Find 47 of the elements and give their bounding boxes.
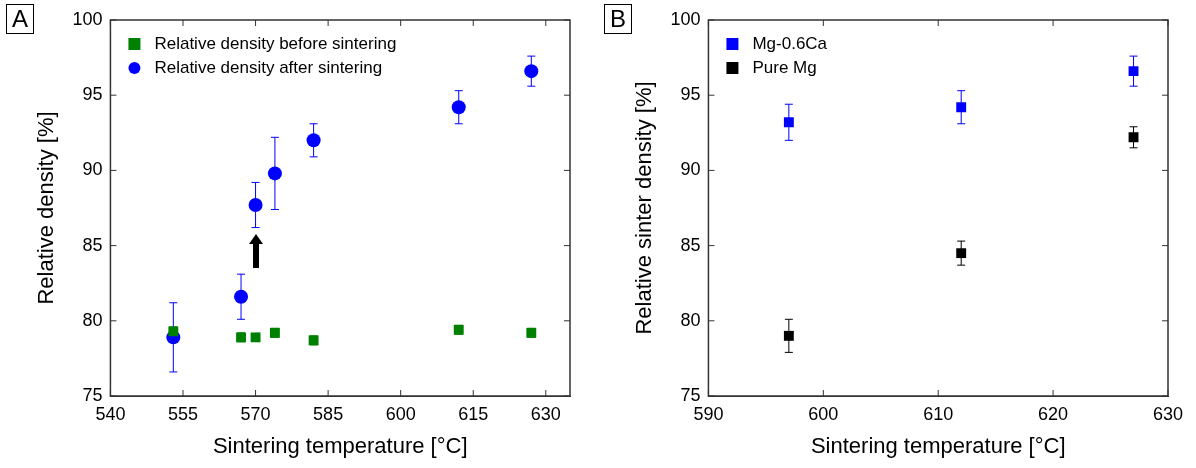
- chart-title: A: [6, 4, 35, 34]
- point: [306, 133, 321, 148]
- y-tick-label: 100: [72, 8, 103, 29]
- legend-label: Pure Mg: [752, 57, 817, 77]
- y-tick-label: 85: [680, 234, 701, 255]
- point: [248, 197, 263, 212]
- x-tick-label: 540: [95, 403, 126, 424]
- y-tick-label: 80: [82, 309, 103, 330]
- y-tick-label: 90: [82, 159, 103, 180]
- point: [956, 102, 967, 113]
- point: [234, 289, 249, 304]
- y-tick-label: 75: [680, 384, 701, 405]
- point: [1128, 132, 1139, 143]
- x-axis-title: Sintering temperature [°C]: [212, 432, 468, 458]
- y-axis-title: Relative density [%]: [33, 111, 59, 305]
- y-tick-label: 85: [82, 234, 103, 255]
- y-tick-label: 75: [82, 384, 103, 405]
- x-tick-label: 630: [1152, 403, 1184, 424]
- chart-title: B: [604, 4, 633, 34]
- legend-label: Relative density after sintering: [154, 57, 383, 77]
- x-tick-label: 570: [240, 403, 271, 424]
- x-tick-label: 590: [693, 403, 724, 424]
- legend-label: Mg-0.6Ca: [752, 33, 828, 53]
- x-tick-label: 600: [808, 403, 839, 424]
- point: [250, 332, 261, 343]
- y-tick-label: 100: [670, 8, 701, 29]
- x-tick-label: 620: [1038, 403, 1069, 424]
- legend-label: Relative density before sintering: [154, 33, 397, 53]
- point: [1128, 66, 1139, 77]
- x-tick-label: 585: [313, 403, 344, 424]
- point: [267, 166, 282, 181]
- y-tick-label: 95: [680, 84, 701, 105]
- y-tick-label: 95: [82, 84, 103, 105]
- y-tick-label: 90: [680, 159, 701, 180]
- point: [956, 248, 967, 259]
- x-tick-label: 630: [530, 403, 561, 424]
- x-tick-label: 610: [923, 403, 954, 424]
- point: [451, 100, 466, 115]
- x-axis-title: Sintering temperature [°C]: [810, 432, 1066, 458]
- point: [783, 117, 794, 128]
- x-tick-label: 615: [458, 403, 489, 424]
- x-tick-label: 600: [385, 403, 416, 424]
- y-tick-label: 80: [680, 309, 701, 330]
- x-tick-label: 555: [167, 403, 199, 424]
- point: [524, 64, 539, 79]
- y-axis-title: Relative sinter density [%]: [631, 81, 657, 335]
- point: [783, 330, 794, 341]
